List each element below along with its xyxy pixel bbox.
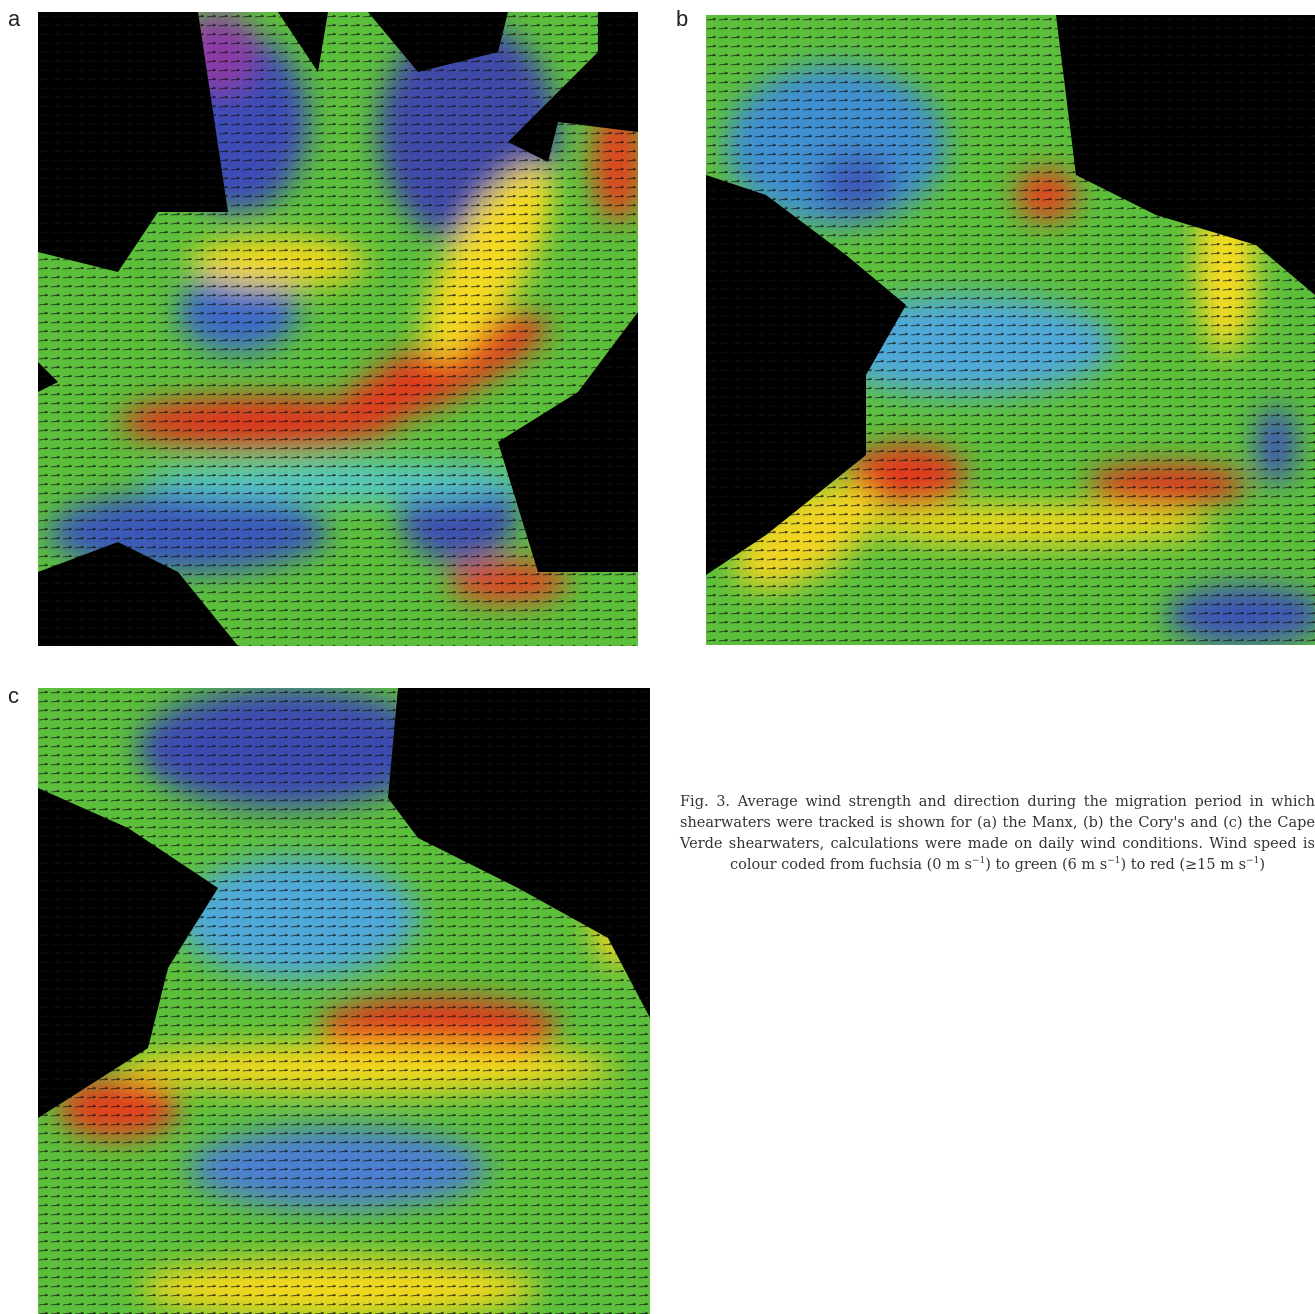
panel-label: a — [8, 6, 20, 32]
caption-sup: −1 — [1246, 856, 1259, 866]
caption-sup: −1 — [1107, 856, 1120, 866]
panel-label: b — [676, 6, 688, 32]
page: a b c — [0, 0, 1315, 1314]
wind-map — [706, 15, 1315, 645]
caption-text: ) to red (≥15 m s — [1121, 857, 1247, 873]
wind-map — [38, 12, 638, 646]
caption-sup: −1 — [972, 856, 985, 866]
caption-text: ) — [1259, 857, 1265, 873]
figure-caption: Fig. 3. Average wind strength and direct… — [680, 792, 1315, 876]
caption-text: ) to green (6 m s — [985, 857, 1107, 873]
wind-map — [38, 688, 650, 1314]
panel-label: c — [8, 683, 19, 709]
